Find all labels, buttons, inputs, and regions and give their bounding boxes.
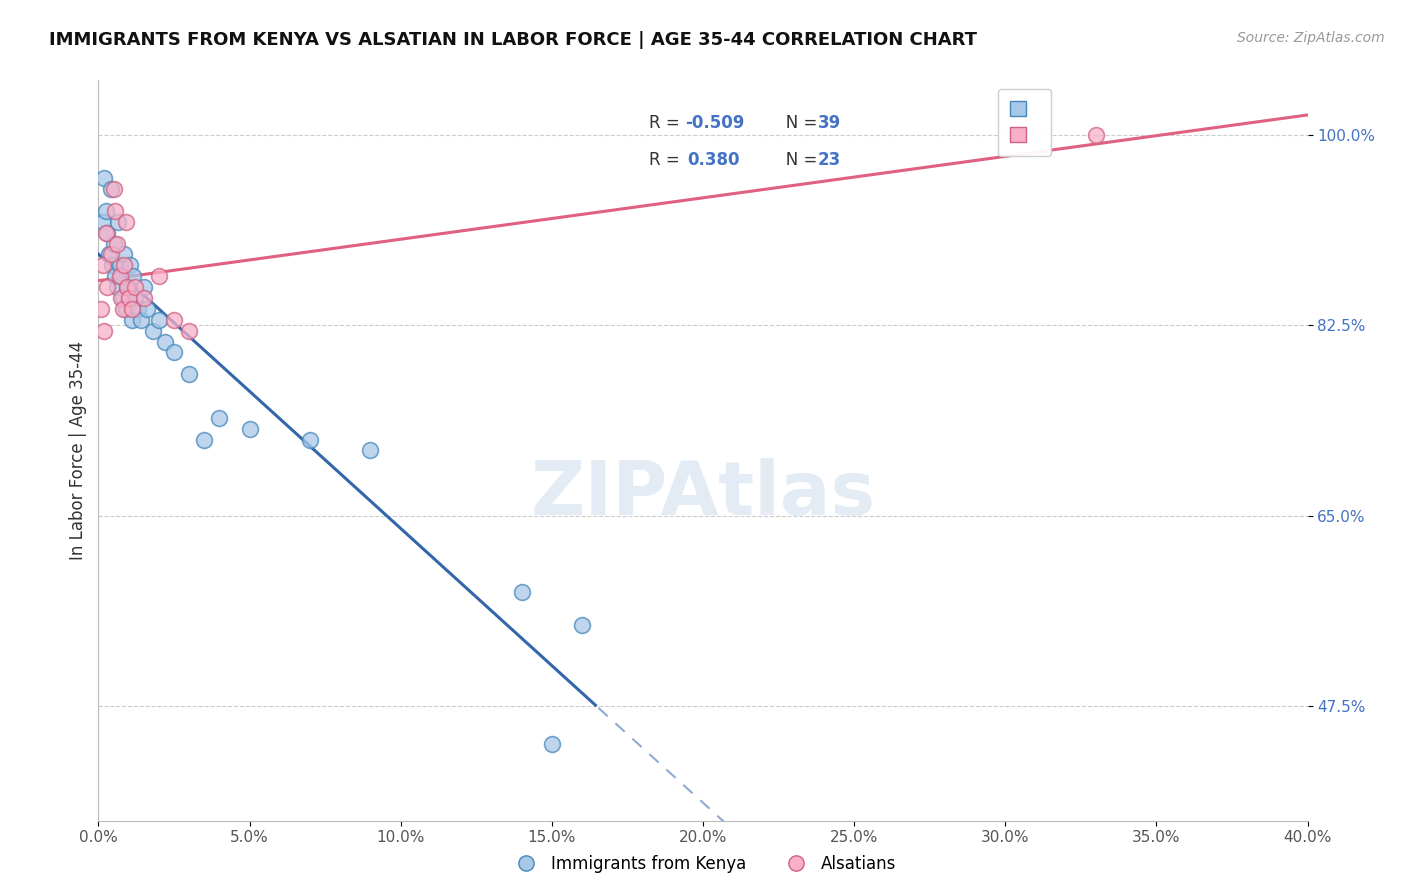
- Point: [118, 291, 141, 305]
- Point: [96, 226, 118, 240]
- Point: [121, 301, 143, 316]
- Point: [112, 247, 135, 261]
- Point: [93, 324, 115, 338]
- Point: [299, 433, 322, 447]
- Text: R =: R =: [648, 113, 685, 132]
- Point: [1085, 128, 1108, 142]
- Text: Source: ZipAtlas.com: Source: ZipAtlas.com: [1237, 31, 1385, 45]
- Text: N =: N =: [769, 151, 823, 169]
- Point: [107, 215, 129, 229]
- Point: [94, 226, 117, 240]
- Point: [110, 291, 132, 305]
- Point: [104, 203, 127, 218]
- Point: [132, 280, 155, 294]
- Point: [124, 291, 146, 305]
- Point: [96, 280, 118, 294]
- Point: [108, 258, 131, 272]
- Point: [179, 368, 201, 382]
- Point: [142, 324, 165, 338]
- Point: [101, 258, 124, 272]
- Text: N =: N =: [769, 113, 823, 132]
- Point: [115, 280, 138, 294]
- Point: [208, 410, 231, 425]
- Text: 39: 39: [818, 113, 841, 132]
- Point: [94, 203, 117, 218]
- Point: [510, 585, 533, 599]
- Point: [90, 301, 112, 316]
- Y-axis label: In Labor Force | Age 35-44: In Labor Force | Age 35-44: [69, 341, 87, 560]
- Point: [124, 280, 146, 294]
- Text: R =: R =: [648, 151, 685, 169]
- Point: [121, 313, 143, 327]
- Point: [360, 443, 382, 458]
- Point: [135, 301, 157, 316]
- Point: [122, 269, 145, 284]
- Point: [118, 291, 141, 305]
- Point: [571, 617, 593, 632]
- Point: [98, 247, 121, 261]
- Point: [93, 171, 115, 186]
- Text: IMMIGRANTS FROM KENYA VS ALSATIAN IN LABOR FORCE | AGE 35-44 CORRELATION CHART: IMMIGRANTS FROM KENYA VS ALSATIAN IN LAB…: [49, 31, 977, 49]
- Point: [132, 291, 155, 305]
- Point: [110, 269, 132, 284]
- Text: 23: 23: [818, 151, 841, 169]
- Point: [129, 313, 152, 327]
- Text: ZIPAtlas: ZIPAtlas: [530, 458, 876, 532]
- Legend: , : ,: [998, 88, 1052, 156]
- Point: [100, 247, 122, 261]
- Point: [179, 324, 201, 338]
- Point: [91, 258, 114, 272]
- Point: [91, 215, 114, 229]
- Text: 0.380: 0.380: [688, 151, 740, 169]
- Point: [148, 269, 170, 284]
- Point: [193, 433, 215, 447]
- Point: [153, 334, 176, 349]
- Point: [104, 269, 127, 284]
- Point: [103, 236, 125, 251]
- Point: [115, 280, 138, 294]
- Point: [120, 258, 142, 272]
- Point: [148, 313, 170, 327]
- Point: [540, 738, 562, 752]
- Point: [127, 301, 149, 316]
- Point: [105, 280, 128, 294]
- Point: [239, 422, 262, 436]
- Point: [114, 301, 136, 316]
- Point: [108, 269, 131, 284]
- Point: [111, 301, 134, 316]
- Point: [111, 291, 134, 305]
- Point: [112, 258, 135, 272]
- Point: [105, 236, 128, 251]
- Point: [114, 215, 136, 229]
- Point: [163, 313, 186, 327]
- Point: [100, 182, 122, 196]
- Point: [103, 182, 125, 196]
- Legend: Immigrants from Kenya, Alsatians: Immigrants from Kenya, Alsatians: [503, 848, 903, 880]
- Point: [163, 345, 186, 359]
- Text: -0.509: -0.509: [685, 113, 744, 132]
